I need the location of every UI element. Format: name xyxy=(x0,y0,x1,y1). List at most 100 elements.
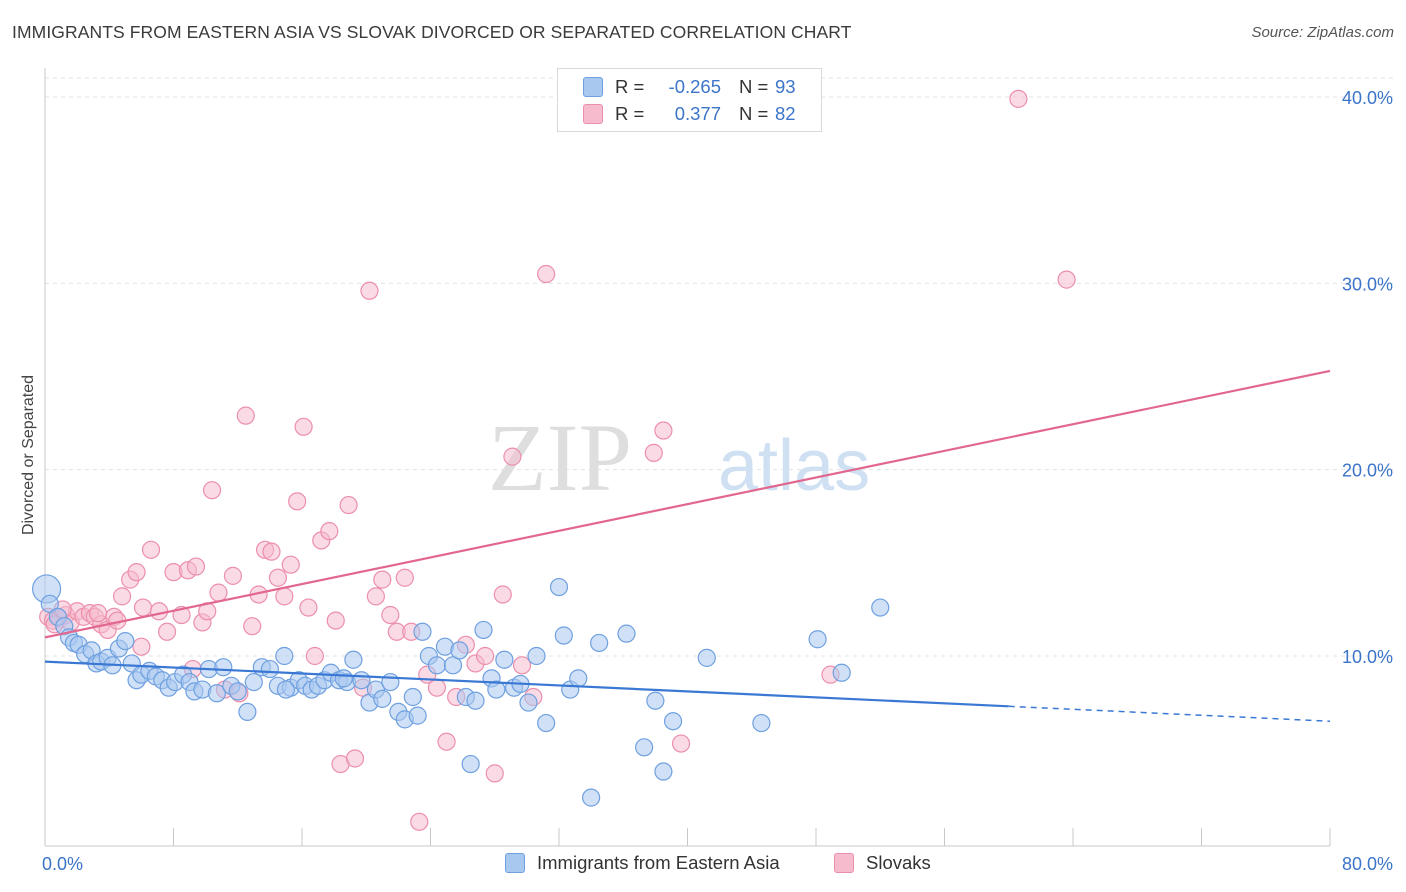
legend-r-label: R = xyxy=(615,76,645,97)
legend-swatch-blue xyxy=(583,77,603,97)
chart-title: IMMIGRANTS FROM EASTERN ASIA VS SLOVAK D… xyxy=(12,22,852,42)
slovaks-trend-line xyxy=(44,369,1331,639)
blue-point xyxy=(537,713,556,733)
blue-point xyxy=(646,691,665,710)
blue-point xyxy=(663,712,683,731)
blue-point xyxy=(527,646,546,666)
pink-point xyxy=(236,406,255,425)
legend-item-eastern-asia: Immigrants from Eastern Asia xyxy=(505,852,780,874)
pink-point xyxy=(671,734,691,753)
pink-point xyxy=(339,495,358,515)
blue-point xyxy=(752,713,771,733)
y-tick-label: 20.0% xyxy=(1342,461,1393,481)
legend-n-value: 93 xyxy=(775,76,796,97)
pink-point xyxy=(281,555,300,574)
pink-point xyxy=(243,617,262,636)
blue-point xyxy=(617,624,636,643)
blue-point xyxy=(238,702,257,722)
blue-point xyxy=(40,594,59,613)
y-tick-label: 30.0% xyxy=(1342,274,1393,294)
pink-point xyxy=(223,566,243,585)
eastern-asia-trend-extension xyxy=(1008,705,1331,722)
pink-point xyxy=(437,732,456,751)
legend-swatch-pink xyxy=(834,853,854,873)
legend-swatch-blue xyxy=(505,853,525,873)
pink-point xyxy=(305,646,324,666)
blue-point xyxy=(582,788,601,807)
pink-point xyxy=(373,570,392,589)
pink-point xyxy=(476,646,495,666)
pink-point xyxy=(360,281,379,300)
legend-n-label: N = xyxy=(739,76,769,97)
legend-label-slovaks: Slovaks xyxy=(866,852,931,873)
blue-point xyxy=(334,669,353,688)
legend-r-label: R = xyxy=(615,103,645,124)
blue-point xyxy=(808,630,827,649)
pink-point xyxy=(395,568,414,587)
trend-lines xyxy=(44,369,1331,722)
pink-point xyxy=(1009,89,1028,108)
legend-label-eastern-asia: Immigrants from Eastern Asia xyxy=(537,852,780,873)
blue-point xyxy=(832,663,851,682)
blue-point xyxy=(474,620,493,640)
blue-point xyxy=(276,680,296,699)
blue-point xyxy=(450,641,469,660)
blue-point xyxy=(654,762,673,781)
eastern-asia-points xyxy=(32,574,890,807)
legend-r-value: -0.265 xyxy=(668,76,721,97)
blue-point xyxy=(344,650,363,669)
pink-point xyxy=(503,447,522,466)
legend-n-value: 82 xyxy=(775,103,796,124)
pink-point xyxy=(299,598,318,617)
pink-point xyxy=(275,587,294,606)
y-tick-label: 40.0% xyxy=(1342,88,1393,108)
eastern-asia-trend-line xyxy=(44,660,1009,708)
correlation-legend: R = -0.265 N = 93 R = 0.377 N = 82 xyxy=(557,68,822,132)
watermark: ZIP atlas xyxy=(488,404,870,511)
blue-point xyxy=(403,687,422,707)
pink-point xyxy=(141,540,161,559)
blue-point xyxy=(697,648,716,667)
blue-point xyxy=(116,631,135,651)
pink-point xyxy=(427,678,447,697)
pink-point xyxy=(288,492,307,511)
blue-point xyxy=(461,754,480,774)
pink-point xyxy=(149,602,169,621)
pink-point xyxy=(366,587,385,606)
legend-row-eastern-asia: R = -0.265 N = 93 xyxy=(583,75,796,99)
pink-point xyxy=(485,764,504,783)
blue-point xyxy=(408,706,427,725)
pink-point xyxy=(294,417,313,436)
blue-point xyxy=(569,669,588,688)
blue-point xyxy=(635,738,654,757)
blue-point xyxy=(207,684,226,703)
x-tick-label: 0.0% xyxy=(42,854,83,874)
blue-point xyxy=(871,598,890,617)
pink-point xyxy=(202,481,222,500)
pink-point xyxy=(186,557,206,576)
pink-point xyxy=(209,583,228,602)
blue-point xyxy=(260,659,279,679)
grid-lines xyxy=(45,77,1395,657)
blue-point xyxy=(381,672,400,692)
pink-point xyxy=(320,522,339,541)
pink-point xyxy=(268,568,288,587)
legend-r-value: 0.377 xyxy=(674,103,721,124)
legend-row-slovaks: R = 0.377 N = 82 xyxy=(583,102,796,126)
blue-point xyxy=(214,658,233,677)
blue-point xyxy=(549,577,569,597)
pink-point xyxy=(381,605,400,625)
pink-point xyxy=(410,812,429,831)
pink-point xyxy=(537,264,556,284)
pink-point xyxy=(262,542,281,561)
legend-item-slovaks: Slovaks xyxy=(834,852,931,874)
pink-point xyxy=(345,749,365,768)
y-axis-label: Divorced or Separated xyxy=(20,375,37,535)
pink-point xyxy=(112,587,132,606)
y-tick-label: 10.0% xyxy=(1342,647,1393,667)
pink-point xyxy=(493,585,512,604)
blue-point xyxy=(495,650,514,669)
pink-point xyxy=(132,637,151,656)
blue-point xyxy=(466,691,485,710)
series-legend: Immigrants from Eastern Asia Slovaks xyxy=(0,852,1406,876)
